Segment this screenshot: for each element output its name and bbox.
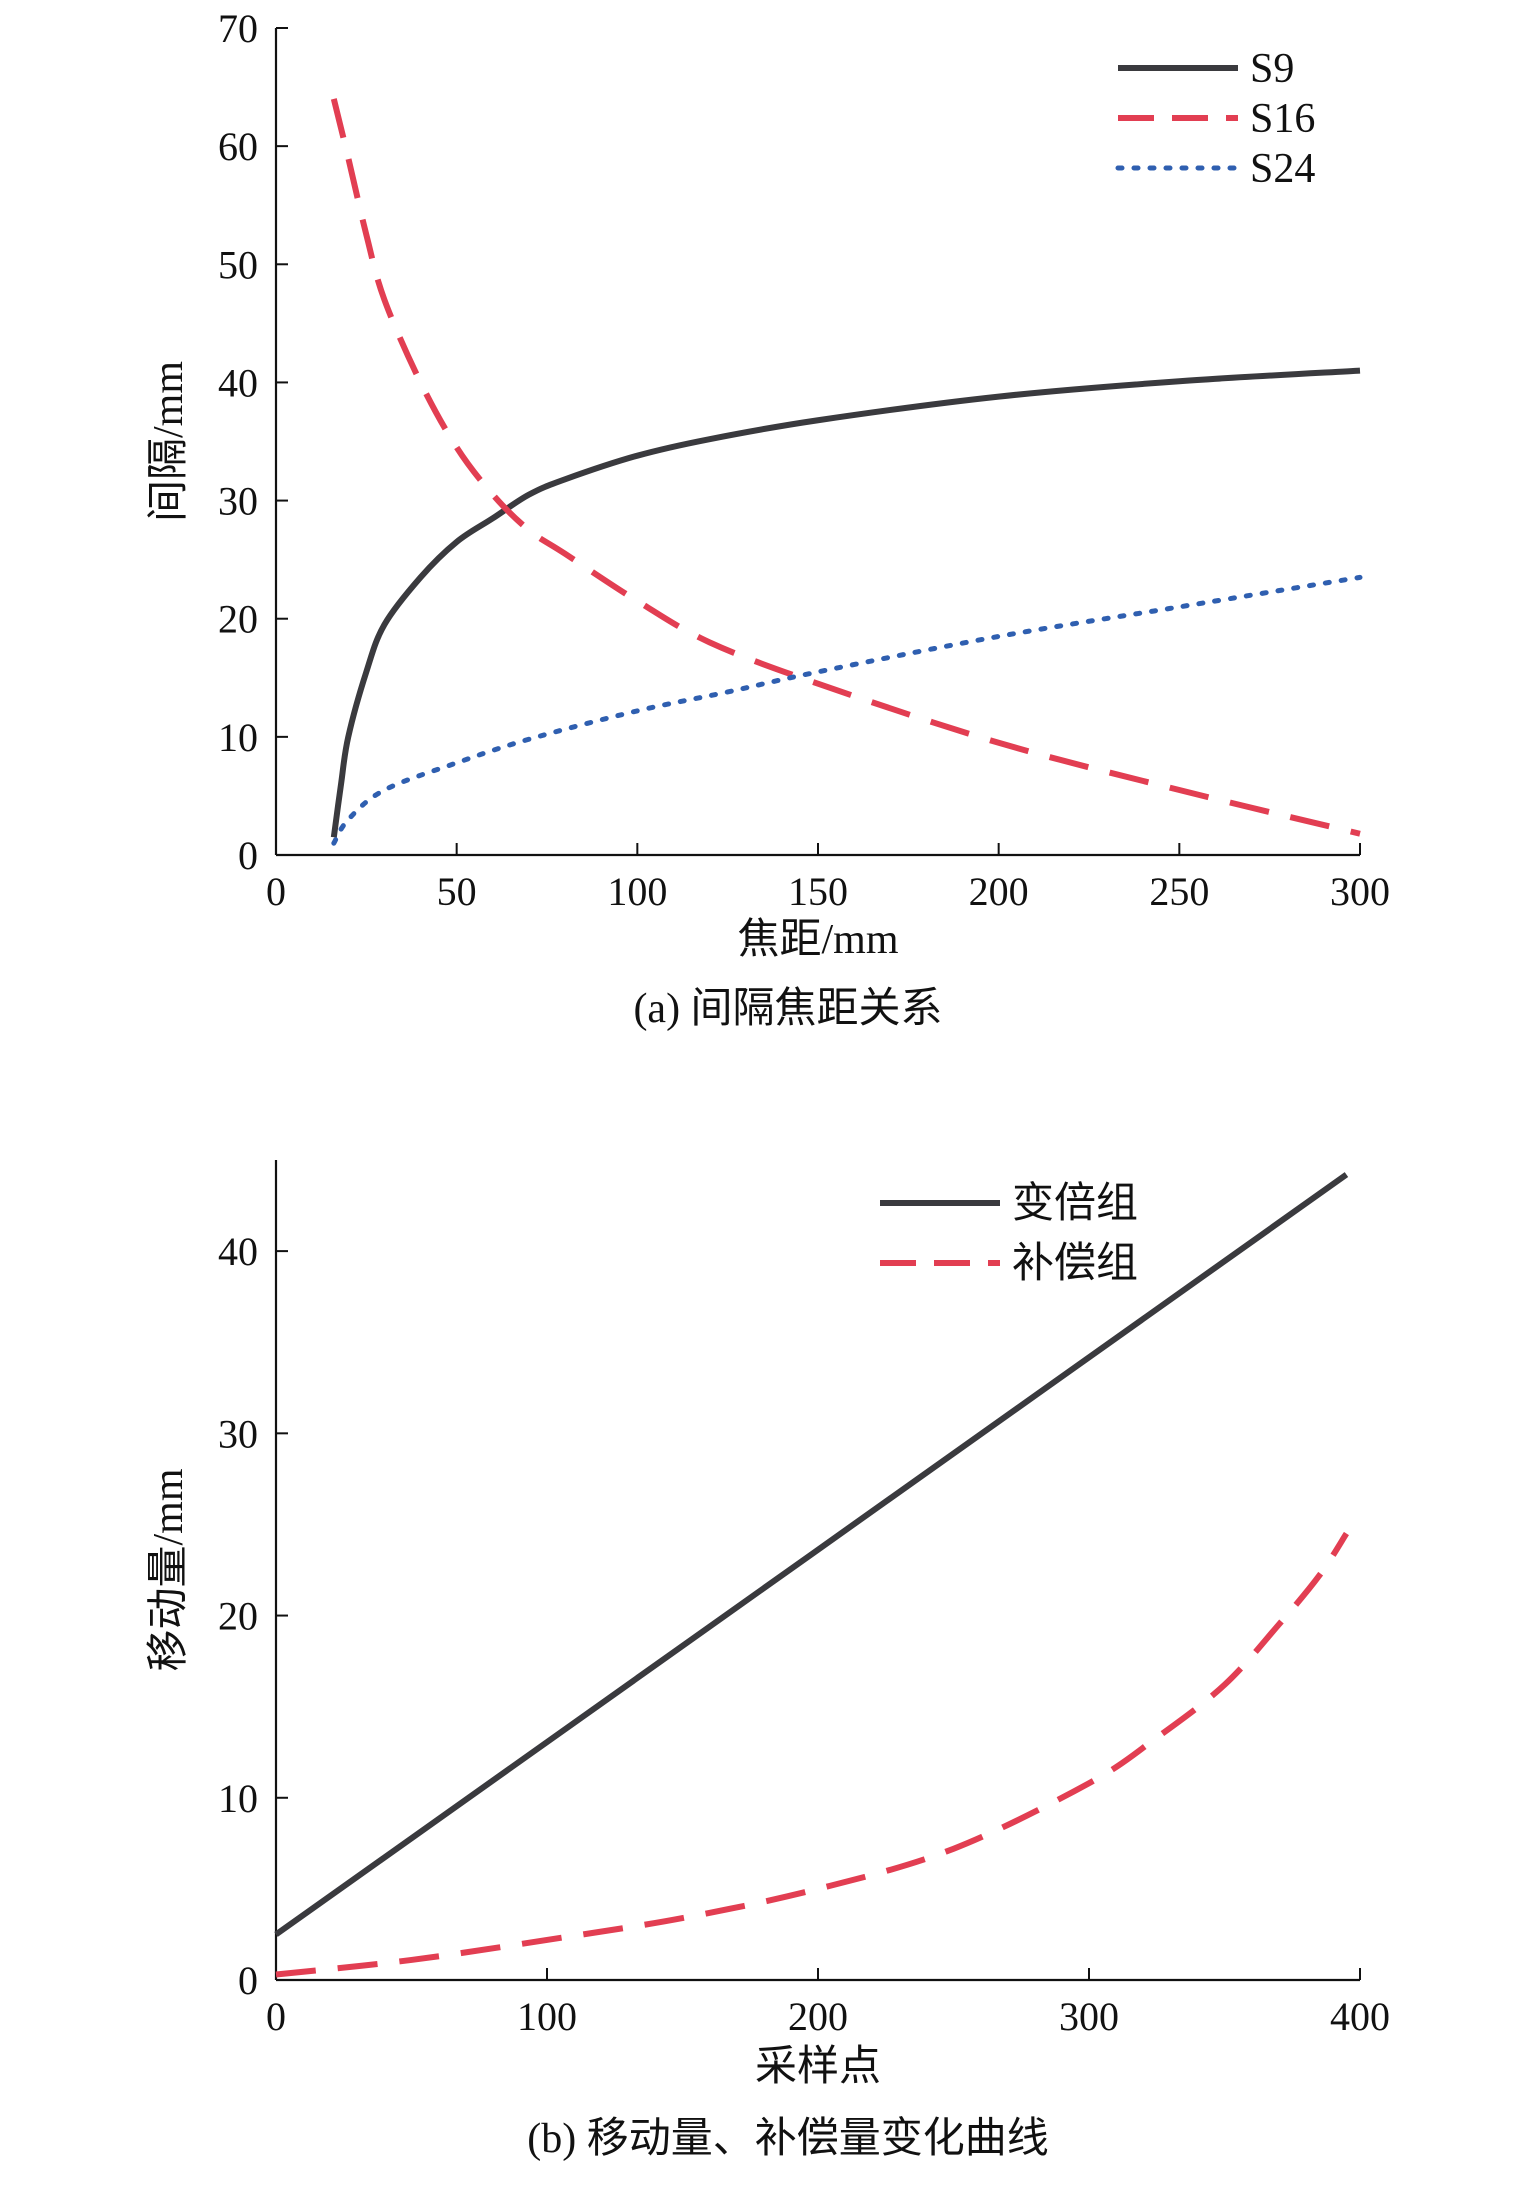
figure-caption: (a) 间隔焦距关系 — [633, 986, 942, 1032]
x-tick-label: 0 — [266, 1994, 286, 2039]
y-tick-label: 20 — [218, 597, 258, 642]
y-tick-label: 30 — [218, 479, 258, 524]
x-tick-label: 300 — [1330, 869, 1390, 914]
y-tick-label: 70 — [218, 6, 258, 51]
y-axis-label: 间隔/mm — [146, 361, 192, 522]
y-tick-label: 10 — [218, 1776, 258, 1821]
series-line-2 — [331, 574, 1363, 846]
x-tick-label: 250 — [1149, 869, 1209, 914]
legend-label-1: 补偿组 — [1012, 1241, 1138, 1287]
series-line-1 — [330, 98, 1361, 837]
series-line-1 — [275, 1531, 1349, 1978]
x-tick-label: 100 — [607, 869, 667, 914]
y-tick-label: 50 — [218, 242, 258, 287]
x-axis-label: 焦距/mm — [737, 917, 898, 963]
y-tick-label: 0 — [238, 1958, 258, 2003]
y-axis-label: 移动量/mm — [146, 1468, 192, 1671]
x-axis-label: 采样点 — [755, 2044, 881, 2090]
x-tick-label: 200 — [969, 869, 1029, 914]
legend-label-0: 变倍组 — [1012, 1180, 1138, 1227]
x-tick-label: 400 — [1330, 1994, 1390, 2039]
x-tick-label: 0 — [266, 869, 286, 914]
series-line-0 — [274, 1172, 1349, 1937]
x-tick-label: 150 — [788, 869, 848, 914]
y-tick-label: 60 — [218, 124, 258, 169]
y-tick-label: 10 — [218, 715, 258, 760]
y-tick-label: 40 — [218, 1229, 258, 1274]
x-tick-label: 300 — [1059, 1994, 1119, 2039]
legend-label-1: S16 — [1250, 96, 1315, 142]
y-tick-label: 20 — [218, 1594, 258, 1639]
chart-a: 0 50 100 150 200 250 300 0 10 20 30 40 50 60 70 焦距/mm 间隔… — [146, 6, 1390, 1032]
chart-b: 0 100 200 300 400 0 10 20 30 40 采样点 移动量/mm (b) 移动量、补… — [146, 1160, 1390, 2162]
x-tick-label: 100 — [517, 1994, 577, 2039]
legend-label-0: S9 — [1250, 46, 1294, 92]
x-tick-label: 200 — [788, 1994, 848, 2039]
figure-caption: (b) 移动量、补偿量变化曲线 — [527, 2115, 1048, 2162]
x-tick-label: 50 — [437, 869, 477, 914]
y-tick-label: 30 — [218, 1411, 258, 1456]
legend-label-2: S24 — [1250, 146, 1315, 192]
series-line-0 — [330, 367, 1361, 838]
y-tick-label: 0 — [238, 833, 258, 878]
y-tick-label: 40 — [218, 360, 258, 405]
